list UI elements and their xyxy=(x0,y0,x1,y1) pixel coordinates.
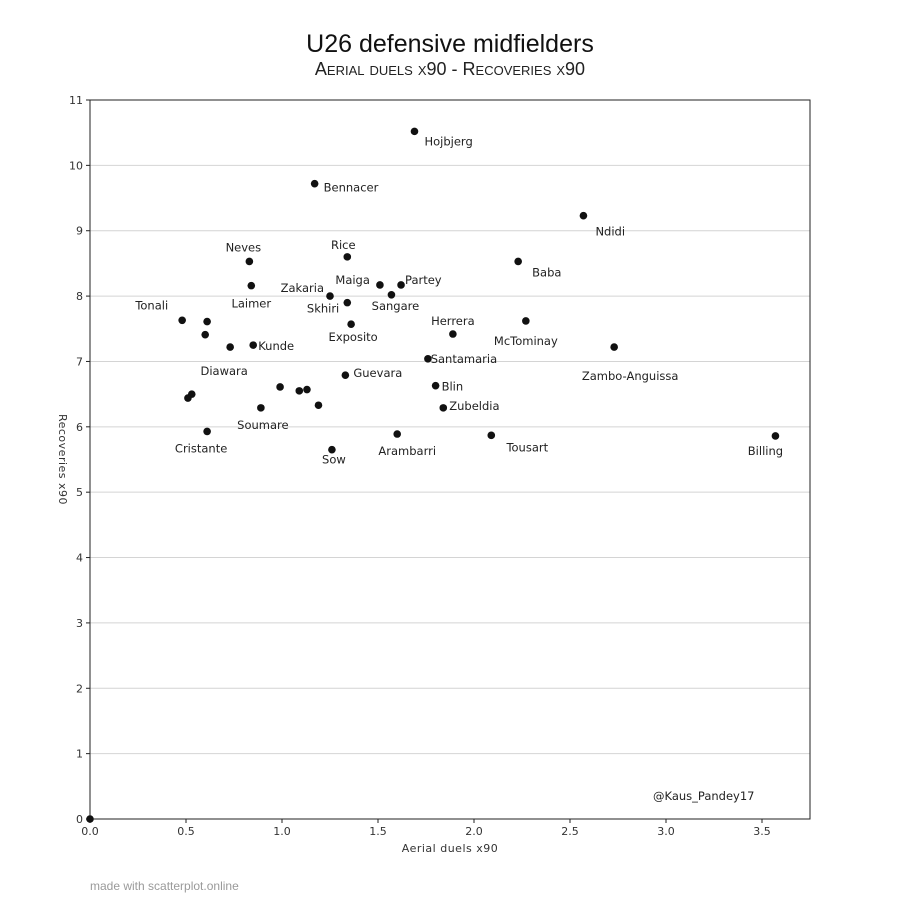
data-point[interactable] xyxy=(431,381,440,390)
data-point[interactable] xyxy=(439,404,448,412)
data-point[interactable] xyxy=(376,281,384,289)
x-axis-ticks: 0.0 0.5 1.0 1.5 2.0 2.5 3.0 3.5 xyxy=(81,819,771,838)
data-point[interactable] xyxy=(487,431,496,440)
data-point[interactable] xyxy=(184,394,192,402)
point-label: Kunde xyxy=(258,339,294,353)
data-point[interactable] xyxy=(310,179,319,188)
y-tick-label: 7 xyxy=(76,355,83,368)
data-point[interactable] xyxy=(424,355,432,363)
y-tick-label: 5 xyxy=(76,486,83,499)
x-tick-label: 0.5 xyxy=(177,825,195,838)
point-label: Cristante xyxy=(175,441,227,455)
data-point[interactable] xyxy=(178,316,186,325)
data-point[interactable] xyxy=(249,341,257,349)
data-point[interactable] xyxy=(579,211,588,220)
credit-text: @Kaus_Pandey17 xyxy=(653,789,754,803)
data-point[interactable] xyxy=(347,320,355,328)
y-tick-label: 1 xyxy=(76,748,83,761)
data-points xyxy=(86,127,780,823)
point-label: Ndidi xyxy=(595,225,625,239)
y-tick-label: 10 xyxy=(69,159,83,172)
point-label: Zambo-Anguissa xyxy=(582,369,679,383)
point-label: Blin xyxy=(442,380,464,394)
x-tick-label: 3.0 xyxy=(657,825,675,838)
y-tick-label: 9 xyxy=(76,225,83,238)
point-label: Skhiri xyxy=(307,302,339,316)
data-point[interactable] xyxy=(201,330,209,339)
point-label: Santamaria xyxy=(431,352,497,366)
point-label: Tousart xyxy=(505,440,548,454)
y-tick-label: 3 xyxy=(76,617,83,630)
data-point[interactable] xyxy=(203,427,211,436)
point-label: Diawara xyxy=(200,364,247,378)
y-tick-label: 8 xyxy=(76,290,83,303)
data-point[interactable] xyxy=(226,343,234,351)
data-point[interactable] xyxy=(449,330,457,338)
point-label: Rice xyxy=(331,238,356,252)
data-point[interactable] xyxy=(245,257,254,266)
point-label: Partey xyxy=(405,273,442,287)
data-point[interactable] xyxy=(522,317,530,325)
point-label: Zakaria xyxy=(281,281,324,295)
point-label: Arambarri xyxy=(378,444,436,458)
point-label: Baba xyxy=(532,265,561,279)
data-point[interactable] xyxy=(86,815,94,823)
data-point[interactable] xyxy=(771,432,780,440)
data-point[interactable] xyxy=(341,371,350,379)
data-point[interactable] xyxy=(203,317,211,326)
data-point[interactable] xyxy=(326,292,334,300)
point-label: Zubeldia xyxy=(449,399,499,413)
point-labels: Hojbjerg Bennacer Ndidi Rice Neves Baba Maiga P… xyxy=(134,134,783,466)
data-point[interactable] xyxy=(343,253,352,261)
data-point[interactable] xyxy=(410,127,419,136)
point-label: McTominay xyxy=(494,334,558,348)
y-tick-label: 0 xyxy=(76,813,83,826)
data-point[interactable] xyxy=(247,281,256,290)
point-label: Exposito xyxy=(329,330,378,344)
x-tick-label: 0.0 xyxy=(81,825,99,838)
x-tick-label: 1.5 xyxy=(369,825,387,838)
y-tick-label: 11 xyxy=(69,94,83,107)
point-label: Neves xyxy=(226,240,262,254)
x-tick-label: 1.0 xyxy=(273,825,291,838)
data-point[interactable] xyxy=(295,387,304,395)
y-axis-ticks: 0 1 2 3 4 5 6 7 8 9 10 11 xyxy=(69,94,90,826)
x-tick-label: 2.0 xyxy=(465,825,483,838)
y-tick-label: 4 xyxy=(76,552,83,565)
point-label: Maiga xyxy=(335,273,370,287)
data-point[interactable] xyxy=(328,445,336,454)
point-label: Herrera xyxy=(431,314,475,328)
data-point[interactable] xyxy=(276,383,284,391)
point-label: Soumare xyxy=(237,418,288,432)
data-point[interactable] xyxy=(257,404,265,412)
point-label: Bennacer xyxy=(324,181,379,195)
y-tick-label: 6 xyxy=(76,421,83,434)
y-axis-label: Recoveries x90 xyxy=(56,414,69,505)
point-label: Laimer xyxy=(231,297,271,311)
chart-subtitle: Aerial duels x90 - Recoveries x90 xyxy=(314,59,586,79)
point-label: Sow xyxy=(322,453,346,467)
y-tick-label: 2 xyxy=(76,682,83,695)
point-label: Tonali xyxy=(134,298,168,312)
data-point[interactable] xyxy=(314,401,323,410)
point-label: Hojbjerg xyxy=(424,134,472,148)
point-label: Sangare xyxy=(372,299,420,313)
gridlines xyxy=(90,99,810,820)
data-point[interactable] xyxy=(514,257,522,266)
x-axis-label: Aerial duels x90 xyxy=(402,842,498,855)
plot-frame xyxy=(89,99,811,820)
data-point[interactable] xyxy=(303,385,311,394)
data-point[interactable] xyxy=(343,298,352,307)
footer-credit[interactable]: made with scatterplot.online xyxy=(90,879,239,893)
point-label: Guevara xyxy=(353,366,402,380)
point-label: Billing xyxy=(748,444,783,458)
data-point[interactable] xyxy=(397,281,405,289)
x-tick-label: 3.5 xyxy=(753,825,771,838)
x-tick-label: 2.5 xyxy=(561,825,579,838)
data-point[interactable] xyxy=(393,430,402,438)
data-point[interactable] xyxy=(610,343,618,351)
data-point[interactable] xyxy=(387,290,396,299)
chart-title: U26 defensive midfielders xyxy=(306,30,594,58)
